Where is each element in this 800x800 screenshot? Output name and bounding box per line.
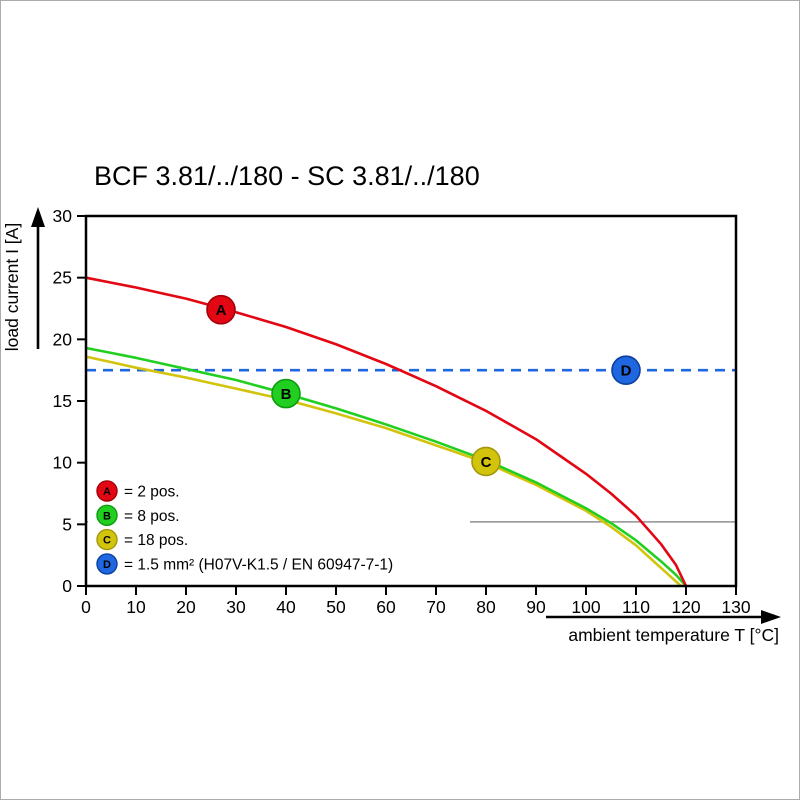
legend-marker-C-icon	[96, 528, 118, 551]
legend-marker-A-icon	[96, 480, 118, 502]
x-tick-label: 0	[81, 597, 91, 617]
legend-marker-D-icon	[96, 553, 118, 575]
y-tick-label: 5	[62, 514, 72, 534]
legend-background	[88, 475, 470, 577]
y-tick-label: 10	[53, 453, 73, 473]
curve-B	[85, 346, 687, 587]
curve-marker-letter-D: D	[621, 363, 632, 380]
y-tick-label: 25	[53, 268, 72, 288]
legend-marker-letter-D: D	[103, 559, 111, 571]
curve-marker-A-icon	[206, 294, 236, 325]
x-axis-arrow-icon	[761, 610, 781, 624]
legend-marker-letter-B: B	[103, 510, 111, 522]
y-axis-label: load current I [A]	[2, 223, 22, 351]
y-tick-label: 0	[62, 576, 72, 596]
x-tick-label: 80	[476, 597, 496, 617]
x-tick-label: 40	[276, 597, 296, 617]
x-tick-label: 50	[326, 597, 346, 617]
curve-marker-letter-C: C	[481, 454, 492, 471]
x-tick-label: 30	[226, 597, 246, 617]
legend-label-A: = 2 pos.	[124, 484, 180, 501]
x-tick-label: 60	[376, 597, 396, 617]
legend-marker-letter-A: A	[103, 486, 111, 498]
curve-marker-letter-B: B	[281, 386, 292, 403]
curve-A	[85, 276, 688, 587]
x-tick-label: 10	[126, 597, 146, 617]
y-axis-arrow-icon	[31, 207, 45, 227]
legend-marker-B-icon	[96, 504, 118, 526]
x-tick-label: 100	[571, 597, 600, 617]
legend-label-B: = 8 pos.	[124, 508, 180, 525]
x-tick-label: 20	[176, 597, 196, 617]
chart-title: BCF 3.81/../180 - SC 3.81/../180	[94, 161, 480, 191]
curve-marker-D-icon	[611, 355, 641, 385]
x-axis-label: ambient temperature T [°C]	[568, 625, 779, 645]
plot-area: A = 2 pos. B = 8 pos. C = 18 pos. D = 1.5 mm² (…	[31, 206, 781, 624]
x-tick-label: 70	[426, 597, 446, 617]
y-tick-label: 15	[53, 391, 72, 411]
legend-marker-letter-C: C	[103, 535, 111, 547]
x-tick-label: 120	[671, 597, 700, 617]
x-tick-label: 130	[721, 597, 750, 617]
y-tick-label: 20	[53, 329, 73, 349]
legend-label-D: = 1.5 mm² (H07V-K1.5 / EN 60947-7-1)	[124, 556, 393, 573]
legend-label-C: = 18 pos.	[124, 532, 188, 549]
y-tick-label: 30	[53, 206, 73, 226]
x-tick-label: 90	[526, 597, 546, 617]
curve-marker-C-icon	[471, 446, 501, 477]
curve-marker-B-icon	[271, 378, 301, 409]
curve-marker-letter-A: A	[216, 302, 227, 319]
x-tick-label: 110	[622, 597, 650, 617]
curve-C	[85, 355, 682, 587]
